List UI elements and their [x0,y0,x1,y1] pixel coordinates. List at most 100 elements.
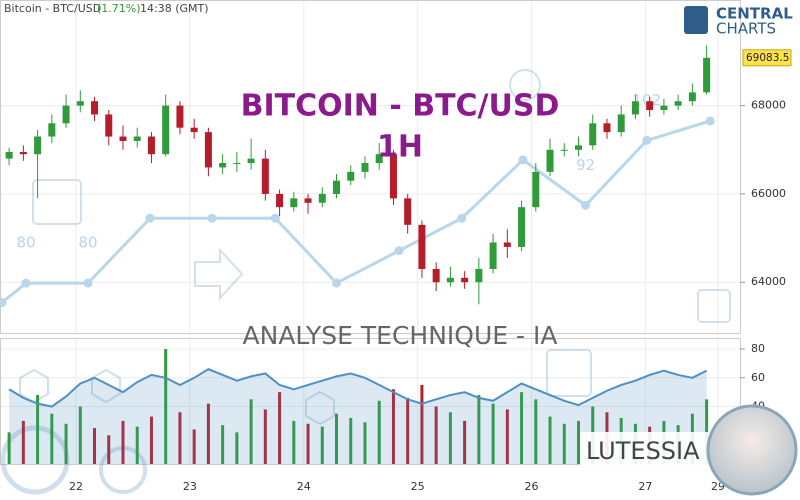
volume-bar [349,418,353,464]
volume-bar [534,399,538,464]
volume-bar [320,426,324,464]
volume-bar [420,384,424,464]
score-point [0,298,7,308]
decoration [0,69,731,495]
volume-bar [263,409,267,464]
candle-body [503,242,511,247]
banner: ANALYSE TECHNIQUE - IA [243,321,558,350]
volume-bar [363,422,367,464]
candle-body [276,193,284,208]
volume-bar [7,432,11,464]
score-point [83,278,93,288]
y-tick-label: 68000 [751,99,786,112]
score-point [705,116,715,126]
y-tick-label: 66000 [751,187,786,200]
volume-bar [448,412,452,464]
avatar [706,404,798,496]
symbol: Bitcoin - BTC/USD [4,2,101,15]
candle-body [589,123,597,146]
score-point [518,155,528,165]
main-panel [0,0,741,334]
candle-body [404,198,412,225]
volume-bar [463,420,467,464]
time: 14:38 (GMT) [140,2,209,15]
candle-body [446,277,454,283]
candle-body [333,180,341,194]
score-point [207,213,217,223]
candle-body [204,132,212,168]
candle-body [461,277,469,283]
candle-body [290,198,298,208]
volume-bar [249,399,253,464]
volume-bar [306,423,310,464]
volume-bar [192,429,196,464]
candle-body [489,242,497,269]
volume-bar [121,420,125,464]
volume-bar [292,420,296,464]
candle-body [76,101,84,106]
candle-body [5,151,13,159]
last-price-tag [742,49,792,67]
score-point [145,213,155,223]
candle-body [361,163,369,172]
volume-bar [477,395,481,464]
volume-bar [391,389,395,464]
candle-body [674,101,682,106]
score-label: 102 [633,91,662,109]
x-tick-label: 23 [183,480,197,493]
volume-bar [21,420,25,464]
volume-bar [278,392,282,464]
score-point [21,278,31,288]
volume-bar [577,420,581,464]
volume-bar [520,392,524,464]
candle-body [560,149,568,151]
candle-body [219,163,227,168]
candle-body [147,136,155,155]
chart-subtitle: 1H [377,130,423,165]
candle-body [475,268,483,283]
x-tick-label: 25 [411,480,425,493]
candle-body [418,224,426,269]
candle-body [19,151,27,155]
candle-body [347,171,355,181]
assistant: LUTESSIA [586,437,700,465]
candle-body [389,154,397,199]
candle-body [176,105,184,128]
candle-body [318,193,326,203]
volume-bar [434,406,438,464]
candle-body [62,105,70,124]
oscillator-line [8,368,708,408]
score-point [581,200,591,210]
volume-bar [221,425,225,464]
score-point [394,246,404,256]
candle-body [703,57,711,93]
candle-body [119,136,127,141]
candle-body [48,123,56,137]
assistant-bg [580,432,710,470]
volume-bar [149,416,153,464]
volume-bar [135,426,139,464]
volume-bar [235,432,239,464]
brand-name: CENTRAL [716,5,793,23]
candle-body [518,207,526,247]
score-label: 80 [78,234,97,252]
score-point [642,135,652,145]
candle-body [603,123,611,133]
candle-body [105,114,113,137]
score-point [270,213,280,223]
volume-bar [93,428,97,464]
y-tick-label: 60 [751,371,765,384]
candle-body [162,105,170,155]
candle-body [91,101,99,115]
volume-bar [705,399,709,464]
volume-bar [505,409,509,464]
volume-bar [64,423,68,464]
candle-body [190,127,198,133]
volume-bar [78,406,82,464]
candle-body [660,105,668,111]
volume-bar [491,403,495,464]
y-tick-label: 64000 [751,275,786,288]
score-label: 92 [576,156,595,174]
